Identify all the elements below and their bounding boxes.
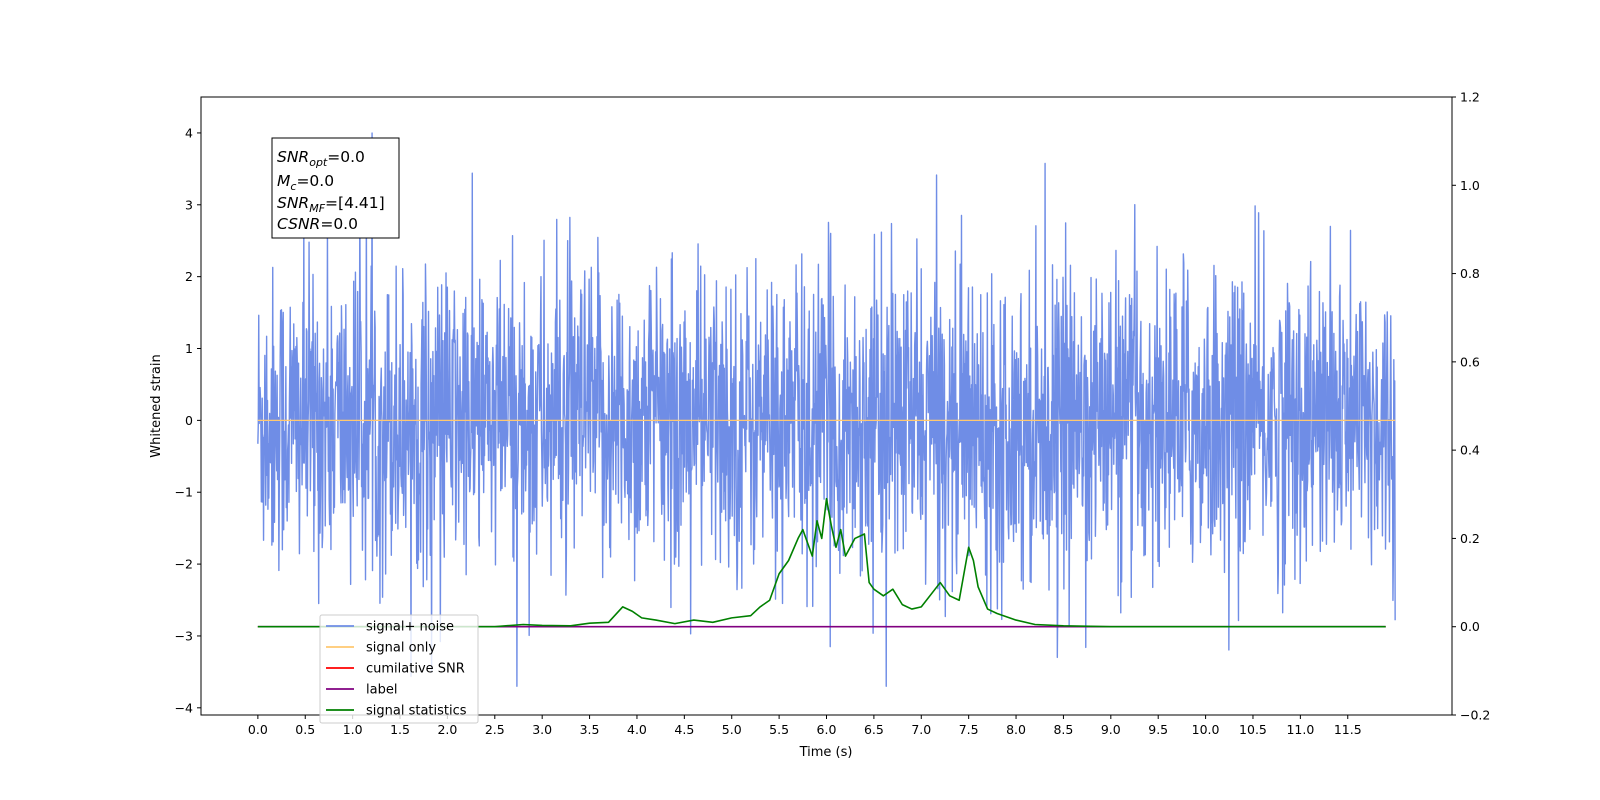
snr-mf-main: SNR <box>277 194 309 212</box>
x-tick-label: 11.0 <box>1286 722 1314 737</box>
x-tick-label: 4.5 <box>674 722 694 737</box>
x-tick-label: 4.0 <box>627 722 647 737</box>
csnr-main: CSNR <box>277 215 320 233</box>
x-tick-label: 3.0 <box>532 722 552 737</box>
legend-label: signal only <box>366 641 436 656</box>
snr-opt-sub: opt <box>309 156 328 169</box>
x-tick-label: 0.0 <box>248 722 268 737</box>
y2-tick-label: 0.0 <box>1460 619 1480 634</box>
x-tick-label: 9.0 <box>1101 722 1121 737</box>
legend-label: signal+ noise <box>366 620 454 635</box>
y2-tick-label: 0.2 <box>1460 531 1480 546</box>
y-tick-label: 1 <box>185 341 193 356</box>
y-axis-left: 4 3 2 1 0 −1 −2 −3 −4 <box>175 125 201 715</box>
csnr-value: =0.0 <box>320 215 358 233</box>
x-axis-label: Time (s) <box>799 745 853 760</box>
x-tick-label: 2.5 <box>485 722 505 737</box>
y2-tick-label: −0.2 <box>1460 708 1490 723</box>
mc-sub: c <box>290 180 296 193</box>
series-signal-statistics <box>257 497 1386 628</box>
y-tick-label: 0 <box>185 413 193 428</box>
snr-opt-value: =0.0 <box>327 148 365 166</box>
x-tick-label: 5.5 <box>769 722 789 737</box>
x-tick-label: 6.0 <box>817 722 837 737</box>
y-axis-right: 1.2 1.0 0.8 0.6 0.4 0.2 0.0 −0.2 <box>1452 90 1490 723</box>
y-tick-label: 2 <box>185 269 193 284</box>
x-tick-label: 7.5 <box>959 722 979 737</box>
x-axis: 0.0 0.5 1.0 1.5 2.0 2.5 3.0 3.5 4.0 4.5 5.0 5.5 6.0 6… <box>248 715 1362 737</box>
mc-main: M <box>277 172 290 190</box>
x-tick-label: 1.5 <box>390 722 410 737</box>
x-tick-label: 6.5 <box>864 722 884 737</box>
x-tick-label: 7.0 <box>911 722 931 737</box>
x-tick-label: 1.0 <box>343 722 363 737</box>
snr-mf-sub: MF <box>309 202 325 215</box>
series-signal-noise <box>257 132 1396 687</box>
x-tick-label: 9.5 <box>1148 722 1168 737</box>
y-axis-label: Whitened strain <box>149 354 164 457</box>
legend-label: signal statistics <box>366 704 467 719</box>
y2-tick-label: 1.0 <box>1460 178 1480 193</box>
y-tick-label: 4 <box>185 125 193 140</box>
snr-mf-value: =[4.41] <box>325 194 385 212</box>
y2-tick-label: 1.2 <box>1460 90 1480 105</box>
svg-text:SNRMF=[4.41]: SNRMF=[4.41] <box>277 194 385 215</box>
y2-tick-label: 0.8 <box>1460 266 1480 281</box>
x-tick-label: 8.5 <box>1053 722 1073 737</box>
y-tick-label: −3 <box>175 628 193 643</box>
y-tick-label: 3 <box>185 197 193 212</box>
legend-label: cumilative SNR <box>366 662 465 677</box>
legend-label: label <box>366 683 397 698</box>
x-tick-label: 5.0 <box>722 722 742 737</box>
x-tick-label: 8.0 <box>1006 722 1026 737</box>
snr-opt-main: SNR <box>277 148 309 166</box>
legend: signal+ noise signal only cumilative SNR la… <box>319 614 479 724</box>
x-tick-label: 0.5 <box>295 722 315 737</box>
x-tick-label: 11.5 <box>1334 722 1362 737</box>
y-tick-label: −1 <box>175 485 193 500</box>
svg-text:SNRopt=0.0: SNRopt=0.0 <box>277 148 365 169</box>
y-tick-label: −2 <box>175 557 193 572</box>
y-tick-label: −4 <box>175 700 193 715</box>
x-tick-label: 10.0 <box>1192 722 1220 737</box>
x-tick-label: 2.0 <box>437 722 457 737</box>
x-tick-label: 3.5 <box>580 722 600 737</box>
annotation-box: SNRopt=0.0 Mc=0.0 SNRMF=[4.41] CSNR=0.0 <box>271 137 400 239</box>
mc-value: =0.0 <box>296 172 334 190</box>
svg-text:Mc=0.0: Mc=0.0 <box>277 172 334 193</box>
svg-text:CSNR=0.0: CSNR=0.0 <box>277 215 358 233</box>
y2-tick-label: 0.4 <box>1460 443 1480 458</box>
y2-tick-label: 0.6 <box>1460 354 1480 369</box>
x-tick-label: 10.5 <box>1239 722 1267 737</box>
